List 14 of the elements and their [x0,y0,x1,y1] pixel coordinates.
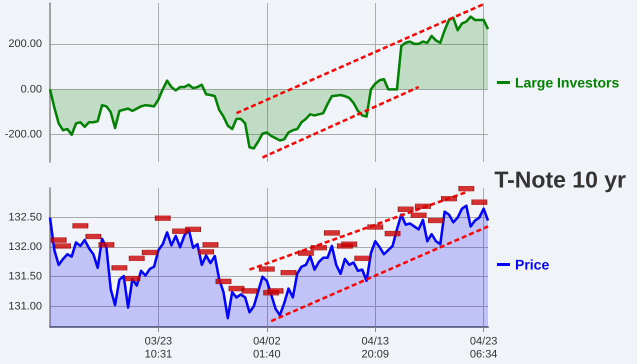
legend-label: Price [515,256,550,272]
legend-label: Large Investors [515,74,620,90]
x-tick-label: 04/02 01:40 [253,336,281,360]
text: T-Note 10 yr [494,166,626,192]
y-tick-label: 131.50 [8,270,42,283]
y-tick-label: 0.00 [20,83,42,96]
x-tick-label: 03/23 10:31 [144,336,172,360]
y-tick-label: -200.00 [4,128,42,141]
y-tick-label: 200.00 [8,38,42,50]
y-tick-label: 132.50 [8,212,42,224]
x-tick-label: 04/23 06:34 [470,336,498,360]
y-tick-label: 131.00 [8,300,42,312]
y-tick-label: 132.00 [8,241,42,254]
x-tick-label: 04/13 20:09 [361,336,390,360]
